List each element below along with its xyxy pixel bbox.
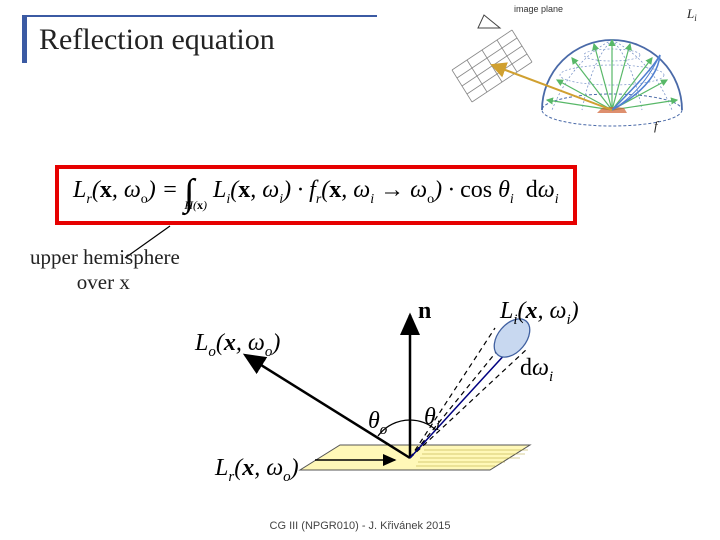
lo-label: Lo(x, ωo) (195, 330, 280, 361)
dwi-label: dωi (520, 355, 553, 386)
upper-label-line1: upper hemisphere (30, 245, 180, 270)
hemi-li-label: Li (686, 6, 697, 23)
li-label: Li(x, ωi) (500, 298, 579, 329)
outgoing-rays (547, 40, 677, 110)
theta-i-label: θi (424, 404, 440, 435)
outgoing-ray-lo (245, 355, 410, 458)
surface-plane (300, 445, 530, 470)
footer-text: CG III (NPGR010) - J. Křivánek 2015 (0, 520, 720, 532)
page-title: Reflection equation (39, 23, 377, 57)
reflection-diagram: n Lo(x, ωo) Lr(x, ωo) Li(x, ωi) dωi θo θ… (180, 280, 600, 510)
n-label: n (418, 298, 431, 325)
equation-text: Lr(x, ωo) = ∫H(x) Li(x, ωi) · fr(x, ωi →… (73, 177, 559, 203)
theta-o-label: θo (368, 408, 387, 439)
upper-hemisphere-label: upper hemisphere over x (30, 245, 180, 295)
title-bar: Reflection equation (22, 15, 377, 63)
hemisphere-illustration: image plane Li f (442, 0, 712, 140)
upper-label-line2: over x (30, 270, 180, 295)
image-plane-label: image plane (514, 4, 563, 14)
incoming-ray-center (410, 340, 518, 458)
lr-label: Lr(x, ωo) (215, 455, 299, 486)
eye-icon (478, 15, 500, 28)
hemi-f-label: f (654, 118, 660, 133)
